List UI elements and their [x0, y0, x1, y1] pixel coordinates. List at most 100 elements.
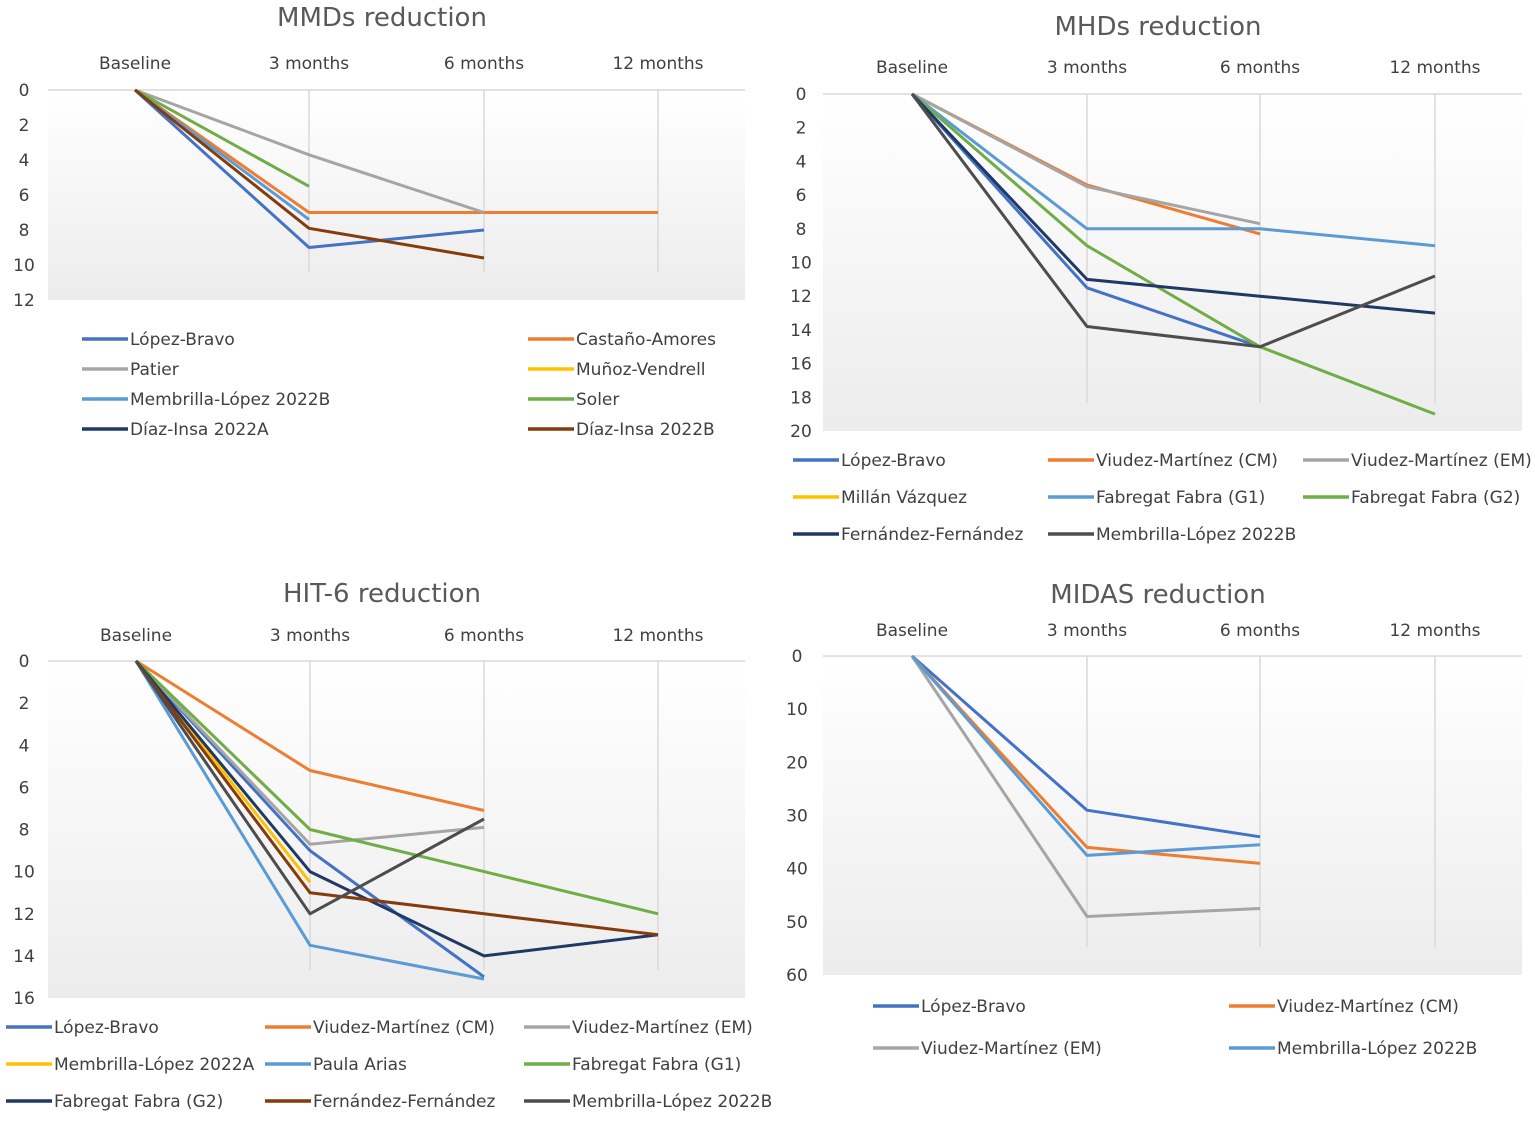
midas-reduction-series-membrilla-lopez-2022b: [910, 655, 1261, 857]
mhds-reduction-y-tick-10: 10: [790, 254, 812, 274]
mhds-reduction-y-tick-16: 16: [790, 355, 812, 375]
mmds-reduction-legend-label-lopez-bravo: López-Bravo: [130, 330, 235, 350]
mhds-reduction-x-tick-12-months: 12 months: [1389, 58, 1480, 78]
mmds-reduction-y-tick-8: 8: [19, 221, 30, 241]
midas-reduction-series-lopez-bravo: [911, 654, 1261, 839]
hit-6-reduction-y-tick-14: 14: [13, 947, 35, 967]
mhds-reduction-legend-label-fabregat-fabra-g2: Fabregat Fabra (G2): [1351, 488, 1520, 508]
mhds-reduction-legend-item-millan-vazquez: Millán Vázquez: [793, 488, 967, 508]
mhds-reduction-series-viudez-martinez-em: [911, 92, 1261, 226]
midas-chart: MIDAS reduction Baseline 3 months 6 months 1…: [786, 580, 1522, 1059]
mmds-reduction-y-tick-10: 10: [13, 256, 35, 276]
mmds-reduction-legend-item-diaz-insa-2022b: Díaz-Insa 2022B: [528, 420, 715, 440]
mmds-reduction-y-tick-4: 4: [19, 151, 30, 171]
hit-6-reduction-x-tick-6-months: 6 months: [444, 626, 524, 646]
midas-reduction-x-tick-3-months: 3 months: [1047, 621, 1127, 641]
mmds-reduction-series-patier: [134, 88, 485, 214]
hit-6-reduction-legend-label-fabregat-fabra-g2: Fabregat Fabra (G2): [54, 1092, 223, 1112]
midas-reduction-plot-area: [823, 656, 1522, 975]
hit-6-reduction-series-paula-arias: [134, 660, 485, 981]
mhds-reduction-y-tick-2: 2: [796, 119, 807, 139]
hit-6-reduction-x-tick-3-months: 3 months: [270, 626, 350, 646]
hit-6-reduction-y-tick-4: 4: [19, 736, 30, 756]
mhds-reduction-plot-area: [823, 94, 1522, 431]
mhds-reduction-y-tick-12: 12: [790, 287, 812, 307]
mmds-reduction-legend-item-patier: Patier: [82, 360, 179, 380]
hit-6-reduction-legend-label-viudez-martinez-cm: Viudez-Martínez (CM): [313, 1018, 495, 1038]
mhds-reduction-legend-item-fernandez-fernandez: Fernández-Fernández: [793, 525, 1023, 545]
hit-6-reduction-y-tick-0: 0: [19, 652, 30, 672]
midas-reduction-legend-label-membrilla-lopez-2022b: Membrilla-López 2022B: [1277, 1039, 1477, 1059]
mhds-reduction-x-tick-baseline: Baseline: [876, 58, 948, 78]
hit-6-reduction-legend-item-viudez-martinez-em: Viudez-Martínez (EM): [524, 1018, 753, 1038]
hit-6-reduction-legend-label-lopez-bravo: López-Bravo: [54, 1018, 159, 1038]
mhds-reduction-y-tick-0: 0: [796, 85, 807, 105]
mmds-reduction-x-tick-12-months: 12 months: [612, 54, 703, 74]
hit-6-reduction-legend-label-viudez-martinez-em: Viudez-Martínez (EM): [572, 1018, 753, 1038]
mhds-reduction-legend-item-fabregat-fabra-g2: Fabregat Fabra (G2): [1303, 488, 1520, 508]
hit-6-reduction-legend-label-fernandez-fernandez: Fernández-Fernández: [313, 1092, 495, 1112]
mmds-reduction-legend-label-castano-amores: Castaño-Amores: [576, 330, 716, 350]
mmds-reduction-legend-label-diaz-insa-2022a: Díaz-Insa 2022A: [130, 420, 269, 440]
mhds-reduction-legend-label-viudez-martinez-em: Viudez-Martínez (EM): [1351, 451, 1532, 471]
mhds-reduction-legend-item-viudez-martinez-em: Viudez-Martínez (EM): [1303, 451, 1532, 471]
mhds-reduction-legend-item-membrilla-lopez-2022b: Membrilla-López 2022B: [1048, 525, 1296, 545]
midas-reduction-legend-item-lopez-bravo: López-Bravo: [873, 997, 1026, 1017]
midas-reduction-legend-item-viudez-martinez-em: Viudez-Martínez (EM): [873, 1039, 1102, 1059]
hit-6-reduction-legend-item-membrilla-lopez-2022b: Membrilla-López 2022B: [524, 1092, 772, 1112]
mhds-chart-panel: MHDs reduction Baseline 3 months 6 months 12…: [767, 0, 1535, 560]
midas-reduction-y-tick-40: 40: [786, 860, 808, 880]
mhds-reduction-y-tick-18: 18: [790, 388, 812, 408]
hit-6-reduction-x-tick-12-months: 12 months: [612, 626, 703, 646]
midas-reduction-x-tick-6-months: 6 months: [1220, 621, 1300, 641]
hit-6-reduction-y-tick-8: 8: [19, 821, 30, 841]
hit-6-reduction-legend-label-membrilla-lopez-2022a: Membrilla-López 2022A: [54, 1055, 255, 1075]
mmds-reduction-series-diaz-insa-2022b: [134, 88, 485, 260]
mhds-reduction-legend-label-fernandez-fernandez: Fernández-Fernández: [841, 525, 1023, 545]
hit-6-reduction-title: HIT-6 reduction: [283, 579, 481, 609]
mmds-reduction-x-tick-baseline: Baseline: [99, 54, 171, 74]
mmds-reduction-x-tick-6-months: 6 months: [444, 54, 524, 74]
mhds-reduction-series-membrilla-lopez-2022b: [910, 93, 1436, 349]
midas-reduction-legend-item-viudez-martinez-cm: Viudez-Martínez (CM): [1229, 997, 1459, 1017]
hit-6-reduction-legend-label-membrilla-lopez-2022b: Membrilla-López 2022B: [572, 1092, 772, 1112]
midas-chart-panel: MIDAS reduction Baseline 3 months 6 months 1…: [767, 560, 1535, 1121]
midas-reduction-legend-label-viudez-martinez-cm: Viudez-Martínez (CM): [1277, 997, 1459, 1017]
midas-reduction-y-tick-50: 50: [786, 913, 808, 933]
hit-6-reduction-legend-item-membrilla-lopez-2022a: Membrilla-López 2022A: [6, 1055, 255, 1075]
mmds-reduction-legend-label-diaz-insa-2022b: Díaz-Insa 2022B: [576, 420, 715, 440]
mhds-reduction-legend-item-fabregat-fabra-g1: Fabregat Fabra (G1): [1048, 488, 1265, 508]
hit-6-reduction-plot-area: [48, 661, 745, 998]
mhds-reduction-y-tick-20: 20: [790, 422, 812, 442]
mhds-reduction-x-tick-6-months: 6 months: [1220, 58, 1300, 78]
mhds-reduction-series-fabregat-fabra-g1: [911, 92, 1436, 248]
mhds-chart: MHDs reduction Baseline 3 months 6 months 12…: [790, 12, 1532, 545]
hit-6-reduction-legend-item-viudez-martinez-cm: Viudez-Martínez (CM): [265, 1018, 495, 1038]
mhds-reduction-series-fabregat-fabra-g2: [911, 92, 1436, 416]
hit-6-reduction-legend-label-fabregat-fabra-g1: Fabregat Fabra (G1): [572, 1055, 741, 1075]
mmds-reduction-y-tick-0: 0: [19, 81, 30, 101]
hit-6-reduction-series-viudez-martinez-cm: [135, 659, 485, 812]
mhds-reduction-series-fernandez-fernandez: [910, 92, 1436, 315]
mhds-reduction-legend-label-fabregat-fabra-g1: Fabregat Fabra (G1): [1096, 488, 1265, 508]
mmds-reduction-x-tick-3-months: 3 months: [269, 54, 349, 74]
hit-6-reduction-legend-item-paula-arias: Paula Arias: [265, 1055, 407, 1075]
mmds-reduction-legend-item-membrilla-lopez-2022b: Membrilla-López 2022B: [82, 390, 330, 410]
mmds-reduction-legend-item-munoz-vendrell: Muñoz-Vendrell: [528, 360, 706, 380]
mhds-reduction-legend-item-viudez-martinez-cm: Viudez-Martínez (CM): [1048, 451, 1278, 471]
mmds-chart-panel: MMDs reduction Baseline 3 months 6 months 12…: [0, 0, 767, 560]
mhds-reduction-y-tick-8: 8: [796, 220, 807, 240]
hit-6-reduction-series-viudez-martinez-em: [134, 659, 485, 846]
midas-reduction-y-tick-30: 30: [786, 807, 808, 827]
mhds-reduction-legend-item-lopez-bravo: López-Bravo: [793, 451, 946, 471]
midas-reduction-x-tick-12-months: 12 months: [1389, 621, 1480, 641]
midas-reduction-x-tick-baseline: Baseline: [876, 621, 948, 641]
mmds-reduction-legend-label-soler: Soler: [576, 390, 619, 410]
mmds-reduction-legend-label-membrilla-lopez-2022b: Membrilla-López 2022B: [130, 390, 330, 410]
midas-reduction-legend-item-membrilla-lopez-2022b: Membrilla-López 2022B: [1229, 1039, 1477, 1059]
midas-reduction-y-tick-20: 20: [786, 753, 808, 773]
hit6-chart-panel: HIT-6 reduction Baseline 3 months 6 months 1…: [0, 560, 772, 1121]
hit-6-reduction-y-tick-6: 6: [19, 778, 30, 798]
mmds-reduction-y-tick-12: 12: [13, 291, 35, 311]
midas-reduction-y-tick-10: 10: [786, 700, 808, 720]
